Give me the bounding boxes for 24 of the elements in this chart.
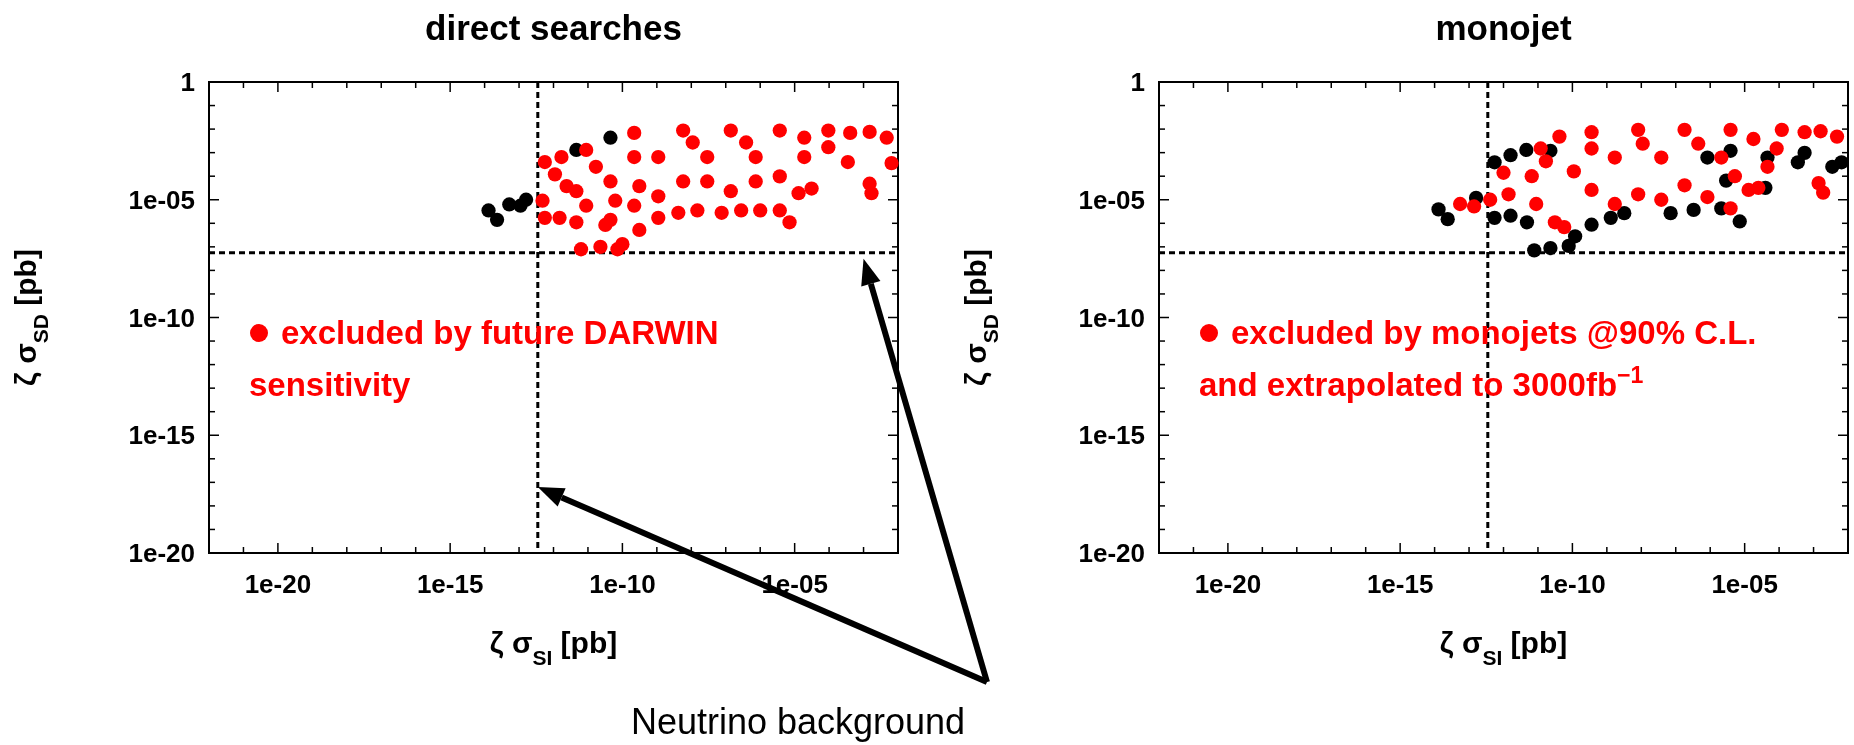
x-axis-title: ζ σ$_{SI}$ [pb] — [489, 626, 618, 669]
y-tick-label: 1 — [180, 67, 195, 97]
x-tick-label: 1e-15 — [416, 569, 484, 599]
y-tick-label: 1e-20 — [1078, 538, 1145, 568]
x-tick-label: 1e-05 — [1711, 569, 1778, 599]
y-tick-label: 1e-10 — [1078, 302, 1145, 333]
x-tick-label: 1e-20 — [244, 569, 312, 599]
y-tick-label: 1e-15 — [1078, 420, 1145, 451]
chart-title: monojet — [1435, 8, 1572, 47]
y-tick-label: 1e-15 — [128, 420, 195, 451]
x-tick-label: 1e-15 — [1366, 569, 1434, 599]
x-axis-title: ζ σ$_{SI}$ [pb] — [1439, 626, 1568, 669]
y-tick-label: 1e-20 — [128, 538, 195, 568]
y-tick-label: 1 — [1130, 67, 1145, 97]
legend-label: excluded by monojets @90% C.L. and extrapolated to 3000fb$^{−1}$ — [1199, 314, 1757, 403]
x-tick-label: 1e-10 — [589, 569, 656, 599]
legend-label: excluded by future DARWIN sensitivity — [249, 314, 719, 403]
x-tick-label: 1e-20 — [1194, 569, 1262, 599]
y-tick-label: 1e-05 — [128, 184, 195, 215]
y-tick-label: 1e-10 — [128, 302, 195, 333]
x-tick-label: 1e-10 — [1539, 569, 1606, 599]
chart-title: direct searches — [425, 8, 682, 47]
text: Neutrino background — [630, 701, 966, 742]
y-tick-label: 1e-05 — [1078, 184, 1145, 215]
